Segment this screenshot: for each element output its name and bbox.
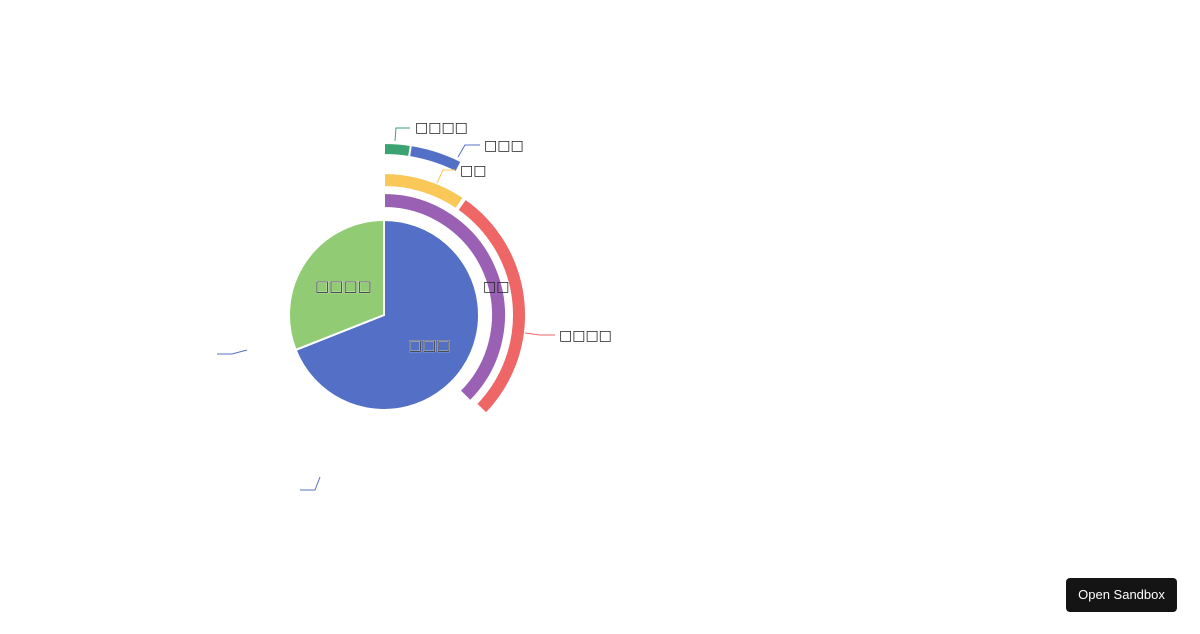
open-sandbox-button[interactable]: Open Sandbox xyxy=(1066,578,1177,612)
inner-slice-green[interactable] xyxy=(288,218,385,352)
label-inner-blue: □□□ xyxy=(408,336,451,354)
guide-line-yellow xyxy=(436,169,455,184)
guide-line-blue xyxy=(457,144,480,158)
guide-line-blue-bottom xyxy=(300,476,321,491)
label-inner-green: □□□□ xyxy=(315,277,372,295)
outer-slice-purple[interactable] xyxy=(383,191,507,403)
inner-slice-blue[interactable] xyxy=(294,218,480,411)
guide-line-green xyxy=(394,127,410,142)
guide-line-blue-left xyxy=(217,349,248,355)
guide-line-red xyxy=(524,332,555,336)
label-outer-yellow: □□ xyxy=(460,163,486,179)
slices-layer xyxy=(288,141,527,416)
label-outer-blue: □□□ xyxy=(484,138,524,154)
guides-layer xyxy=(217,127,555,491)
label-outer-red: □□□□ xyxy=(559,328,612,344)
outer-slice-green[interactable] xyxy=(383,141,413,159)
outer-slice-blue[interactable] xyxy=(402,143,463,174)
outer-slice-yellow[interactable] xyxy=(383,171,466,211)
outer-slice-red[interactable] xyxy=(456,197,527,416)
label-outer-green: □□□□ xyxy=(415,120,468,136)
label-outer-purple: □□ xyxy=(483,279,509,295)
